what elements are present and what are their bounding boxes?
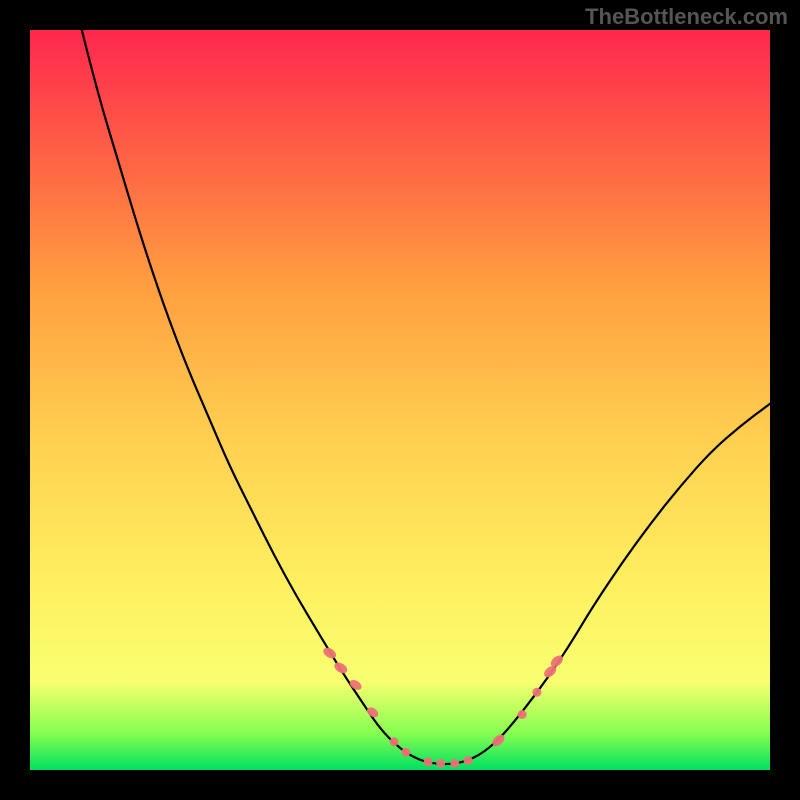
data-marker [518, 710, 527, 719]
data-marker [464, 756, 473, 765]
data-marker [532, 688, 541, 697]
data-marker [390, 737, 399, 746]
data-marker [401, 748, 410, 757]
gradient-background [30, 30, 770, 770]
watermark-text: TheBottleneck.com [585, 4, 788, 30]
data-marker [424, 757, 433, 766]
data-marker [436, 759, 445, 768]
chart-svg [30, 30, 770, 770]
plot-area [30, 30, 770, 770]
chart-container: TheBottleneck.com [0, 0, 800, 800]
data-marker [450, 759, 459, 768]
